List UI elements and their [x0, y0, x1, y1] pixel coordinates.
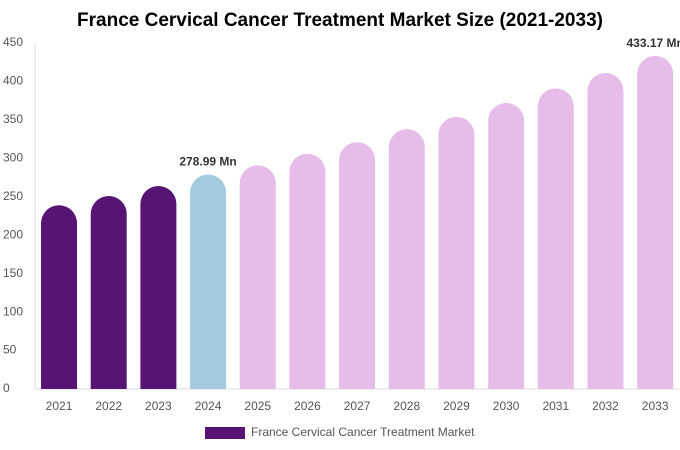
y-tick-label: 400 — [3, 74, 23, 88]
bar — [637, 55, 674, 389]
x-tick-label: 2024 — [195, 399, 222, 413]
y-tick-label: 50 — [3, 343, 17, 357]
y-tick-label: 250 — [3, 189, 23, 203]
x-tick-label: 2023 — [145, 399, 172, 413]
x-tick-label: 2029 — [443, 399, 470, 413]
bar — [190, 174, 227, 389]
bar — [438, 116, 475, 389]
x-tick-label: 2030 — [493, 399, 520, 413]
x-tick-label: 2027 — [344, 399, 371, 413]
y-tick-label: 300 — [3, 151, 23, 165]
x-tick-label: 2025 — [244, 399, 271, 413]
value-label: 278.99 Mn — [179, 155, 236, 169]
y-tick-label: 450 — [3, 35, 23, 49]
bar — [41, 205, 78, 389]
value-label: 433.17 Mn — [626, 36, 680, 50]
x-tick-label: 2026 — [294, 399, 321, 413]
x-tick-label: 2022 — [95, 399, 122, 413]
y-tick-label: 0 — [3, 381, 10, 395]
x-tick-label: 2028 — [393, 399, 420, 413]
bar — [289, 153, 326, 389]
y-tick-label: 150 — [3, 266, 23, 280]
chart-title: France Cervical Cancer Treatment Market … — [77, 10, 603, 31]
bar — [239, 165, 276, 389]
bar — [587, 72, 624, 389]
x-tick-label: 2032 — [592, 399, 619, 413]
bar — [388, 129, 425, 390]
bar — [537, 88, 574, 389]
legend-label: France Cervical Cancer Treatment Market — [251, 425, 475, 439]
bar — [140, 186, 177, 389]
y-tick-label: 350 — [3, 112, 23, 126]
x-tick-label: 2031 — [542, 399, 569, 413]
bar — [90, 196, 127, 389]
x-tick-label: 2033 — [642, 399, 669, 413]
x-tick-label: 2021 — [46, 399, 73, 413]
legend-swatch — [205, 427, 245, 439]
bar — [339, 142, 376, 389]
y-tick-label: 200 — [3, 227, 23, 241]
bar — [488, 102, 525, 389]
y-tick-label: 100 — [3, 304, 23, 318]
